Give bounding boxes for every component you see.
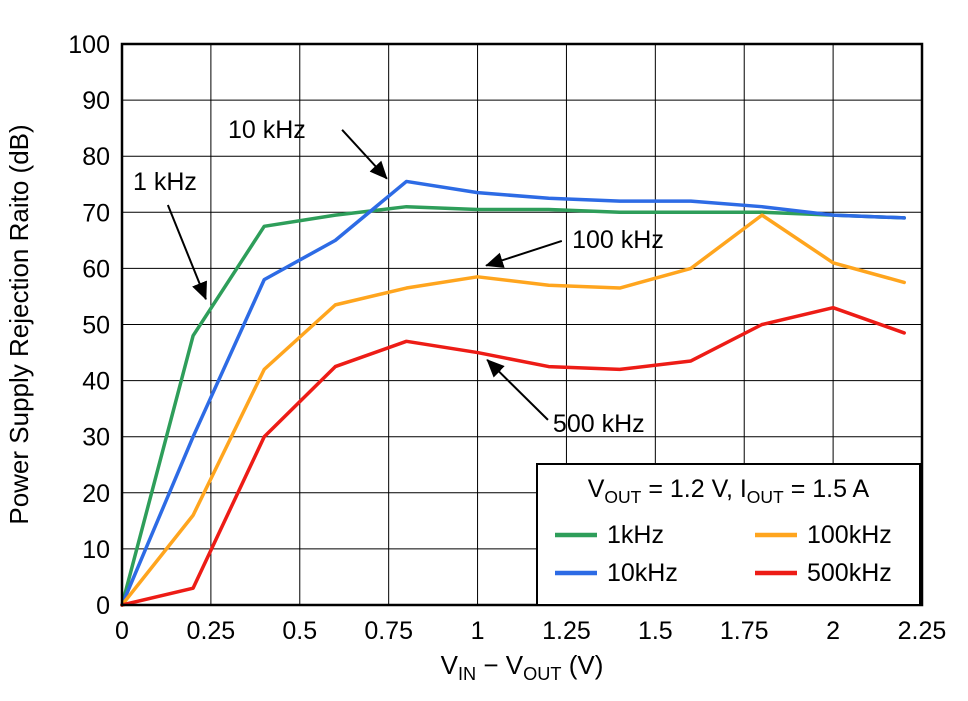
x-tick-label: 1.75 <box>720 617 769 645</box>
tick-labels: 0 0.25 0.5 0.75 1 1.25 1.5 1.75 2 2.25 0 10 20 30 40 50… <box>68 31 946 645</box>
legend-label-100kHz: 100kHz <box>807 521 892 549</box>
legend-label-10kHz: 10kHz <box>607 559 678 587</box>
y-tick-label: 80 <box>82 143 110 171</box>
annotation-10-kHz: 10 kHz <box>228 116 388 180</box>
series-line-10kHz <box>120 179 906 607</box>
x-tick-label: 0.5 <box>282 617 317 645</box>
x-tick-label: 1.25 <box>542 617 591 645</box>
legend-box <box>536 463 921 606</box>
y-tick-label: 70 <box>82 199 110 227</box>
annotation-arrow <box>485 239 563 268</box>
y-tick-label: 40 <box>82 368 110 396</box>
x-axis-label: VIN − VOUT (V) <box>441 650 604 684</box>
x-tick-label: 0 <box>115 617 129 645</box>
x-tick-label: 2.25 <box>898 617 947 645</box>
y-tick-label: 20 <box>82 480 110 508</box>
annotation-arrow <box>341 129 388 180</box>
annotation-arrow <box>166 204 207 301</box>
y-tick-label: 100 <box>68 31 110 59</box>
y-tick-label: 10 <box>82 536 110 564</box>
annotation-1-kHz: 1 kHz <box>133 168 207 301</box>
x-tick-label: 0.25 <box>187 617 236 645</box>
annotation-label: 100 kHz <box>572 226 664 254</box>
annotation-500-kHz: 500 kHz <box>486 359 645 438</box>
y-axis-label: Power Supply Rejection Raito (dB) <box>4 124 34 524</box>
x-tick-label: 2 <box>826 617 840 645</box>
annotation-label: 1 kHz <box>133 168 197 196</box>
x-tick-label: 1 <box>471 617 485 645</box>
x-tick-label: 0.75 <box>364 617 413 645</box>
series-line-1kHz <box>120 204 906 607</box>
annotation-label: 10 kHz <box>228 116 306 144</box>
y-tick-label: 30 <box>82 424 110 452</box>
legend-label-500kHz: 500kHz <box>807 559 892 587</box>
y-tick-label: 50 <box>82 312 110 340</box>
legend-title: VOUT = 1.2 V, IOUT = 1.5 A <box>588 475 870 507</box>
y-tick-label: 60 <box>82 255 110 283</box>
plot-border <box>120 42 924 607</box>
series-line-100kHz <box>120 213 906 607</box>
legend-label-1kHz: 1kHz <box>607 521 664 549</box>
legend: VOUT = 1.2 V, IOUT = 1.5 A 1kHz 100kHz 10kH… <box>536 463 921 606</box>
y-tick-label: 90 <box>82 87 110 115</box>
series-lines <box>120 179 906 607</box>
annotation-100-kHz: 100 kHz <box>485 226 664 268</box>
annotation-arrow <box>486 359 549 421</box>
series-line-500kHz <box>120 305 906 607</box>
x-tick-label: 1.5 <box>638 617 673 645</box>
y-tick-label: 0 <box>96 592 110 620</box>
annotation-label: 500 kHz <box>553 410 645 438</box>
